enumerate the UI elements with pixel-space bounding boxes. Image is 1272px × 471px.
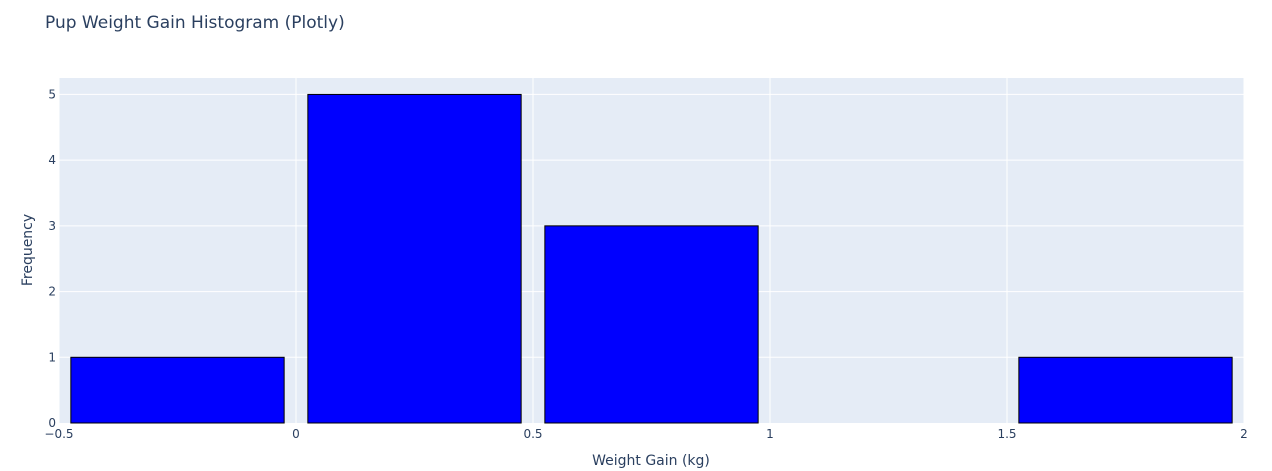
- x-tick-label: 1.5: [997, 427, 1016, 441]
- x-tick-label: 0.5: [523, 427, 542, 441]
- x-axis-title: Weight Gain (kg): [592, 453, 710, 469]
- y-tick-label: 4: [48, 153, 56, 167]
- bars: [70, 93, 1233, 424]
- y-tick-label: 0: [48, 416, 56, 430]
- y-tick-label: 1: [48, 350, 56, 364]
- y-axis-ticks: 0 1 2 3 4 5: [48, 87, 56, 430]
- x-tick-label: −0.5: [44, 427, 73, 441]
- x-tick-label: 2: [1240, 427, 1248, 441]
- chart-title: Pup Weight Gain Histogram (Plotly): [45, 13, 345, 33]
- histogram-bar: [70, 356, 285, 424]
- y-axis-title: Frequency: [20, 214, 36, 286]
- y-tick-label: 3: [48, 219, 56, 233]
- x-tick-label: 0: [292, 427, 300, 441]
- histogram-bar: [544, 225, 759, 424]
- x-tick-label: 1: [766, 427, 774, 441]
- x-axis-ticks: −0.5 0 0.5 1 1.5 2: [44, 427, 1247, 441]
- y-tick-label: 5: [48, 87, 56, 101]
- y-tick-label: 2: [48, 285, 56, 299]
- histogram-bar: [1018, 356, 1233, 424]
- histogram-bar: [307, 93, 522, 424]
